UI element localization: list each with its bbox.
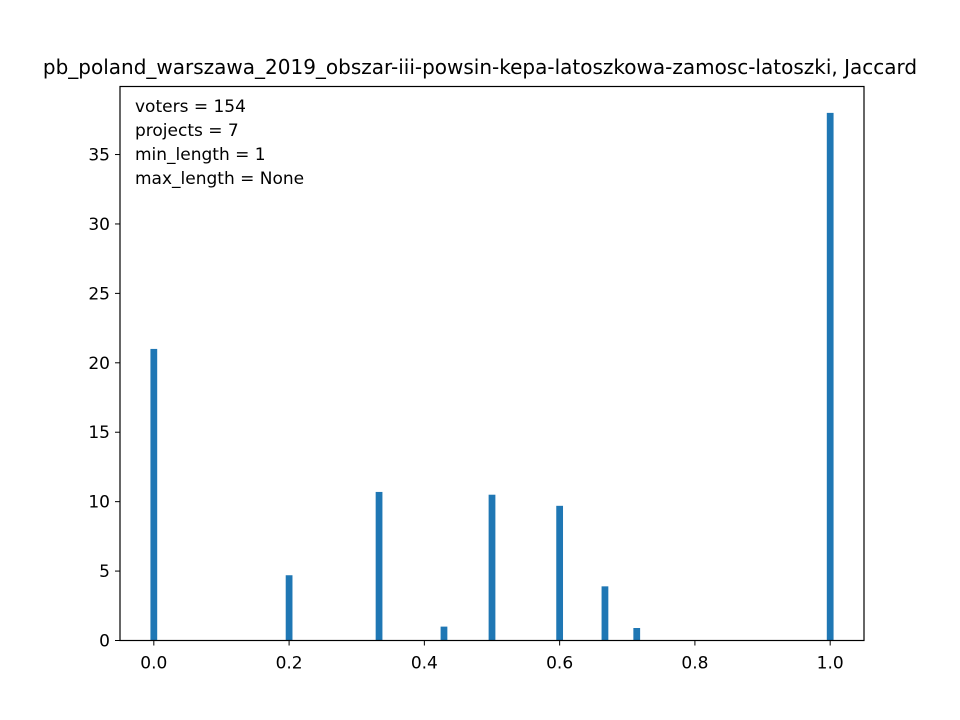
bar <box>375 491 383 641</box>
annotation-line: min_length = 1 <box>135 145 266 165</box>
y-tick-label: 15 <box>88 423 110 443</box>
y-tick-label: 20 <box>88 354 110 374</box>
chart-title: pb_poland_warszawa_2019_obszar-iii-powsi… <box>43 55 917 79</box>
bar-series <box>150 112 834 641</box>
y-tick-label: 10 <box>88 493 110 513</box>
y-axis: 0 5 10 15 20 25 30 35 <box>88 146 120 652</box>
plot-frame <box>119 85 865 642</box>
x-tick-label: 0.6 <box>546 654 573 674</box>
y-tick-label: 5 <box>99 562 110 582</box>
bar <box>150 348 158 641</box>
y-tick-label: 25 <box>88 284 110 304</box>
bar <box>285 575 293 641</box>
y-tick-label: 30 <box>88 215 110 235</box>
x-tick-label: 0.2 <box>276 654 303 674</box>
bar <box>633 628 641 641</box>
x-tick-label: 0.4 <box>411 654 438 674</box>
bar <box>440 626 448 641</box>
y-tick-label: 0 <box>99 632 110 652</box>
bar <box>826 112 834 641</box>
bar <box>601 586 609 641</box>
x-tick-label: 0.0 <box>140 654 167 674</box>
x-tick-label: 1.0 <box>817 654 844 674</box>
y-tick-label: 35 <box>88 146 110 166</box>
annotation-line: projects = 7 <box>135 121 239 141</box>
stats-annotation: voters = 154 projects = 7 min_length = 1 ma… <box>135 97 304 189</box>
bar <box>556 505 564 641</box>
x-tick-label: 0.8 <box>681 654 708 674</box>
x-axis: 0.0 0.2 0.4 0.6 0.8 1.0 <box>140 640 844 674</box>
annotation-line: voters = 154 <box>135 97 246 117</box>
bar <box>488 494 496 641</box>
annotation-line: max_length = None <box>135 169 304 189</box>
